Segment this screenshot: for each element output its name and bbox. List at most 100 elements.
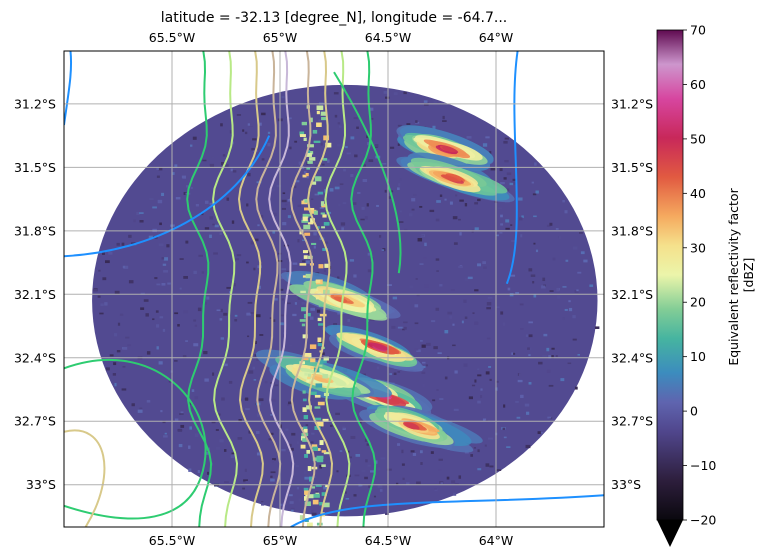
radar-speckle bbox=[291, 185, 297, 189]
radar-speckle bbox=[528, 382, 532, 385]
radar-speckle bbox=[594, 326, 600, 329]
radar-speckle bbox=[528, 354, 531, 357]
radar-speckle bbox=[352, 202, 357, 205]
radar-speckle bbox=[281, 448, 286, 452]
radar-speckle bbox=[244, 468, 247, 472]
ridge-echo bbox=[318, 264, 324, 269]
radar-speckle bbox=[209, 216, 214, 220]
ridge-echo bbox=[311, 486, 316, 489]
radar-speckle bbox=[217, 413, 221, 416]
ridge-echo bbox=[304, 496, 309, 501]
radar-speckle bbox=[223, 312, 228, 316]
radar-speckle bbox=[500, 181, 505, 185]
radar-speckle bbox=[397, 443, 401, 446]
radar-speckle bbox=[158, 167, 163, 171]
ridge-echo bbox=[306, 379, 310, 383]
gridlines bbox=[64, 51, 604, 527]
radar-speckle bbox=[212, 372, 215, 376]
radar-speckle bbox=[139, 220, 144, 223]
radar-speckle bbox=[175, 197, 181, 200]
ridge-echo bbox=[315, 484, 322, 487]
radar-speckle bbox=[367, 269, 372, 273]
radar-speckle bbox=[564, 308, 568, 311]
radar-speckle bbox=[246, 261, 249, 264]
radar-speckle bbox=[260, 214, 264, 219]
radar-speckle bbox=[161, 257, 165, 260]
colorbar-label-line-2: [dBZ] bbox=[741, 258, 756, 293]
radar-speckle bbox=[232, 283, 236, 287]
radar-speckle bbox=[572, 315, 576, 319]
radar-speckle bbox=[192, 136, 197, 140]
radar-speckle bbox=[254, 238, 259, 242]
radar-speckle bbox=[177, 324, 180, 327]
radar-speckle bbox=[397, 187, 400, 191]
radar-speckle bbox=[489, 465, 494, 468]
ridge-echo bbox=[311, 242, 317, 245]
radar-speckle bbox=[347, 450, 350, 454]
radar-speckle bbox=[342, 427, 346, 431]
radar-speckle bbox=[156, 283, 161, 286]
radar-speckle bbox=[409, 285, 414, 289]
radar-speckle bbox=[500, 223, 504, 226]
ridge-echo bbox=[303, 487, 309, 491]
radar-speckle bbox=[177, 429, 183, 432]
radar-speckle bbox=[219, 318, 223, 321]
radar-speckle bbox=[354, 474, 360, 477]
radar-speckle bbox=[271, 188, 276, 192]
terrain-contour-line bbox=[64, 429, 106, 527]
river-line bbox=[64, 135, 271, 258]
radar-speckle bbox=[440, 482, 443, 484]
ridge-echo bbox=[317, 317, 322, 322]
radar-speckle bbox=[317, 443, 321, 446]
radar-speckle bbox=[485, 463, 490, 467]
radar-speckle bbox=[257, 224, 260, 227]
radar-speckle bbox=[189, 426, 192, 430]
radar-speckle bbox=[403, 321, 408, 324]
radar-speckle bbox=[382, 162, 387, 165]
radar-speckle bbox=[329, 188, 334, 192]
radar-speckle bbox=[444, 329, 449, 334]
radar-speckle bbox=[482, 418, 487, 422]
y-tick-label: 32.7°S bbox=[611, 414, 653, 429]
radar-speckle bbox=[292, 262, 298, 265]
radar-speckle bbox=[528, 334, 533, 338]
radar-speckle bbox=[500, 214, 503, 218]
ridge-echo bbox=[307, 160, 313, 164]
radar-speckle bbox=[131, 242, 137, 245]
x-tick-label: 65°W bbox=[263, 533, 298, 548]
y-tick-label: 33°S bbox=[26, 477, 56, 492]
radar-speckle bbox=[413, 193, 417, 197]
radar-speckle bbox=[345, 146, 348, 149]
radar-speckle bbox=[305, 424, 309, 426]
radar-speckle bbox=[231, 452, 237, 455]
storm-cell-echo bbox=[371, 343, 389, 351]
radar-speckle bbox=[530, 274, 536, 277]
radar-speckle bbox=[198, 254, 203, 257]
radar-speckle bbox=[248, 430, 252, 434]
radar-speckle bbox=[202, 159, 207, 162]
radar-speckle bbox=[247, 123, 250, 126]
radar-speckle bbox=[270, 478, 275, 482]
radar-speckle bbox=[325, 331, 329, 335]
radar-speckle bbox=[293, 165, 298, 168]
radar-speckle bbox=[374, 144, 379, 148]
radar-speckle bbox=[583, 259, 588, 263]
ridge-echo bbox=[315, 296, 320, 300]
radar-speckle bbox=[203, 351, 208, 355]
radar-speckle bbox=[349, 259, 355, 262]
ridge-echo bbox=[316, 455, 324, 459]
ridge-echo bbox=[306, 449, 310, 454]
radar-speckle bbox=[485, 371, 490, 375]
radar-speckle bbox=[436, 200, 441, 203]
radar-speckle bbox=[538, 361, 543, 365]
radar-speckle bbox=[311, 432, 315, 435]
radar-speckle bbox=[136, 211, 140, 216]
radar-speckle bbox=[297, 204, 302, 207]
radar-speckle bbox=[306, 176, 309, 179]
radar-speckle bbox=[253, 267, 256, 271]
radar-speckle bbox=[302, 239, 307, 242]
radar-speckle bbox=[435, 307, 440, 311]
ridge-echo bbox=[301, 307, 308, 312]
radar-speckle bbox=[564, 210, 568, 214]
